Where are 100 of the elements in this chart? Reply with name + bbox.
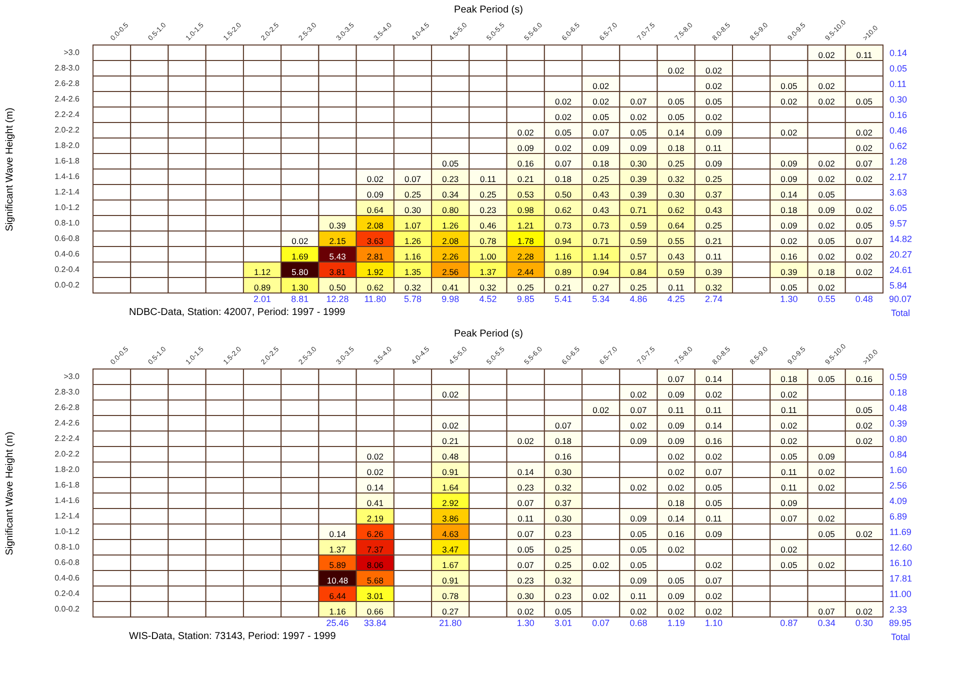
text: 33.84 bbox=[364, 618, 386, 628]
y-tick-label: 2.2-2.4 bbox=[54, 434, 80, 443]
data-label: 4.63 bbox=[442, 528, 459, 539]
data-label: 0.11 bbox=[706, 404, 722, 415]
data-label: 0.37 bbox=[554, 498, 572, 508]
data-label: 0.09 bbox=[630, 436, 648, 446]
data-label: 0.02 bbox=[818, 513, 836, 524]
data-label: 1.37 bbox=[329, 544, 346, 554]
data-label: 0.18 bbox=[554, 174, 572, 184]
data-label: 0.09 bbox=[592, 142, 610, 153]
text: 5.78 bbox=[404, 294, 422, 304]
data-label: 5.43 bbox=[329, 251, 346, 262]
data-label: 0.16 bbox=[668, 528, 685, 539]
data-label: 0.02 bbox=[592, 96, 610, 106]
data-label: 0.43 bbox=[668, 251, 685, 262]
data-label: 0.02 bbox=[856, 204, 873, 215]
data-label: 0.78 bbox=[442, 590, 459, 601]
data-label: 0.02 bbox=[630, 389, 648, 400]
data-label: 3.86 bbox=[442, 513, 459, 524]
data-label: 0.73 bbox=[592, 220, 610, 230]
data-label: 0.80 bbox=[442, 204, 459, 215]
y-tick-label: 0.4-0.6 bbox=[54, 249, 80, 258]
y2-tick-label: 2.33 bbox=[890, 604, 908, 614]
data-label: 0.02 bbox=[856, 528, 873, 539]
data-label: 0.07 bbox=[705, 575, 722, 586]
data-label: 0.02 bbox=[856, 127, 873, 138]
data-label: 0.34 bbox=[442, 189, 459, 200]
data-label: 0.16 bbox=[780, 251, 798, 262]
data-label: 0.09 bbox=[630, 513, 648, 524]
data-label: 0.05 bbox=[554, 606, 572, 616]
data-label: 3.81 bbox=[329, 266, 346, 277]
data-label: 1.67 bbox=[442, 560, 459, 570]
y-tick-label: 0.8-1.0 bbox=[54, 542, 80, 552]
data-label: 0.02 bbox=[780, 420, 798, 430]
data-label: 0.14 bbox=[517, 466, 534, 477]
text: 2.74 bbox=[704, 294, 722, 304]
data-label: 0.02 bbox=[818, 482, 836, 492]
y-tick-label: 1.8-2.0 bbox=[54, 140, 80, 150]
data-label: 0.02 bbox=[630, 606, 648, 616]
text: 1.30 bbox=[516, 618, 534, 628]
data-label: 0.11 bbox=[630, 590, 647, 601]
data-label: 0.02 bbox=[780, 96, 798, 106]
data-label: 0.23 bbox=[517, 482, 534, 492]
data-label: 0.05 bbox=[780, 560, 798, 570]
data-label: 0.07 bbox=[554, 420, 572, 430]
data-label: 0.32 bbox=[668, 174, 685, 184]
data-label: 0.02 bbox=[366, 174, 384, 184]
data-label: 0.02 bbox=[856, 266, 873, 277]
data-label: 0.25 bbox=[554, 560, 572, 570]
y-tick-label: 2.4-2.6 bbox=[54, 418, 80, 428]
data-label: 0.27 bbox=[442, 606, 459, 616]
x-axis-title: Peak Period (s) bbox=[454, 4, 523, 16]
data-label: 0.05 bbox=[668, 575, 685, 586]
data-label: 0.11 bbox=[706, 142, 722, 153]
data-label: 0.09 bbox=[668, 389, 685, 400]
data-label: 0.30 bbox=[554, 466, 572, 477]
data-label: 0.02 bbox=[780, 236, 798, 246]
data-label: 0.02 bbox=[668, 65, 685, 76]
data-label: 0.05 bbox=[630, 127, 648, 138]
data-label: 1.14 bbox=[592, 251, 610, 262]
data-label: 0.30 bbox=[668, 189, 685, 200]
data-label: 0.09 bbox=[818, 451, 836, 462]
data-label: 1.26 bbox=[442, 220, 459, 230]
y-tick-label: 0.2-0.4 bbox=[54, 588, 80, 598]
data-label: 0.30 bbox=[630, 158, 648, 168]
data-label: 0.25 bbox=[517, 282, 534, 292]
y2-tick-label: 2.17 bbox=[890, 172, 908, 182]
data-label: 0.07 bbox=[856, 236, 873, 246]
data-label: 0.02 bbox=[517, 436, 534, 446]
data-label: 1.16 bbox=[329, 606, 346, 616]
text: WIS-Data, Station: 73143, Period: 1997 - 1999 bbox=[129, 631, 336, 642]
y-tick-label: 1.0-1.2 bbox=[54, 526, 80, 536]
y-tick-label: 1.4-1.6 bbox=[54, 496, 80, 505]
data-label: 0.18 bbox=[554, 436, 572, 446]
data-label: 0.05 bbox=[705, 96, 722, 106]
data-label: 0.09 bbox=[517, 142, 534, 153]
data-label: 0.09 bbox=[780, 498, 798, 508]
data-label: 1.92 bbox=[366, 266, 384, 277]
data-label: 0.64 bbox=[668, 220, 685, 230]
y2-tick-label: 5.84 bbox=[890, 280, 908, 290]
data-label: 0.02 bbox=[818, 282, 836, 292]
data-label: 0.02 bbox=[780, 127, 798, 138]
y2-tick-label: 11.69 bbox=[890, 526, 912, 537]
data-label: 0.02 bbox=[780, 544, 798, 554]
data-label: 0.02 bbox=[818, 174, 836, 184]
text: 1.10 bbox=[704, 618, 722, 628]
text: 11.80 bbox=[364, 294, 386, 304]
data-label: 0.02 bbox=[856, 142, 873, 153]
data-label: 0.16 bbox=[705, 436, 722, 446]
y2-tick-label: 16.10 bbox=[890, 558, 912, 568]
data-label: 0.02 bbox=[705, 65, 722, 76]
data-label: 0.50 bbox=[554, 189, 572, 200]
y-tick-label: 2.4-2.6 bbox=[54, 94, 80, 104]
data-label: 0.07 bbox=[592, 127, 610, 138]
data-label: 0.02 bbox=[554, 96, 572, 106]
text: 4.52 bbox=[479, 294, 497, 304]
data-label: 2.26 bbox=[442, 251, 459, 262]
data-label: 0.73 bbox=[554, 220, 572, 230]
data-label: 0.02 bbox=[818, 80, 836, 91]
data-label: 0.21 bbox=[442, 436, 459, 446]
